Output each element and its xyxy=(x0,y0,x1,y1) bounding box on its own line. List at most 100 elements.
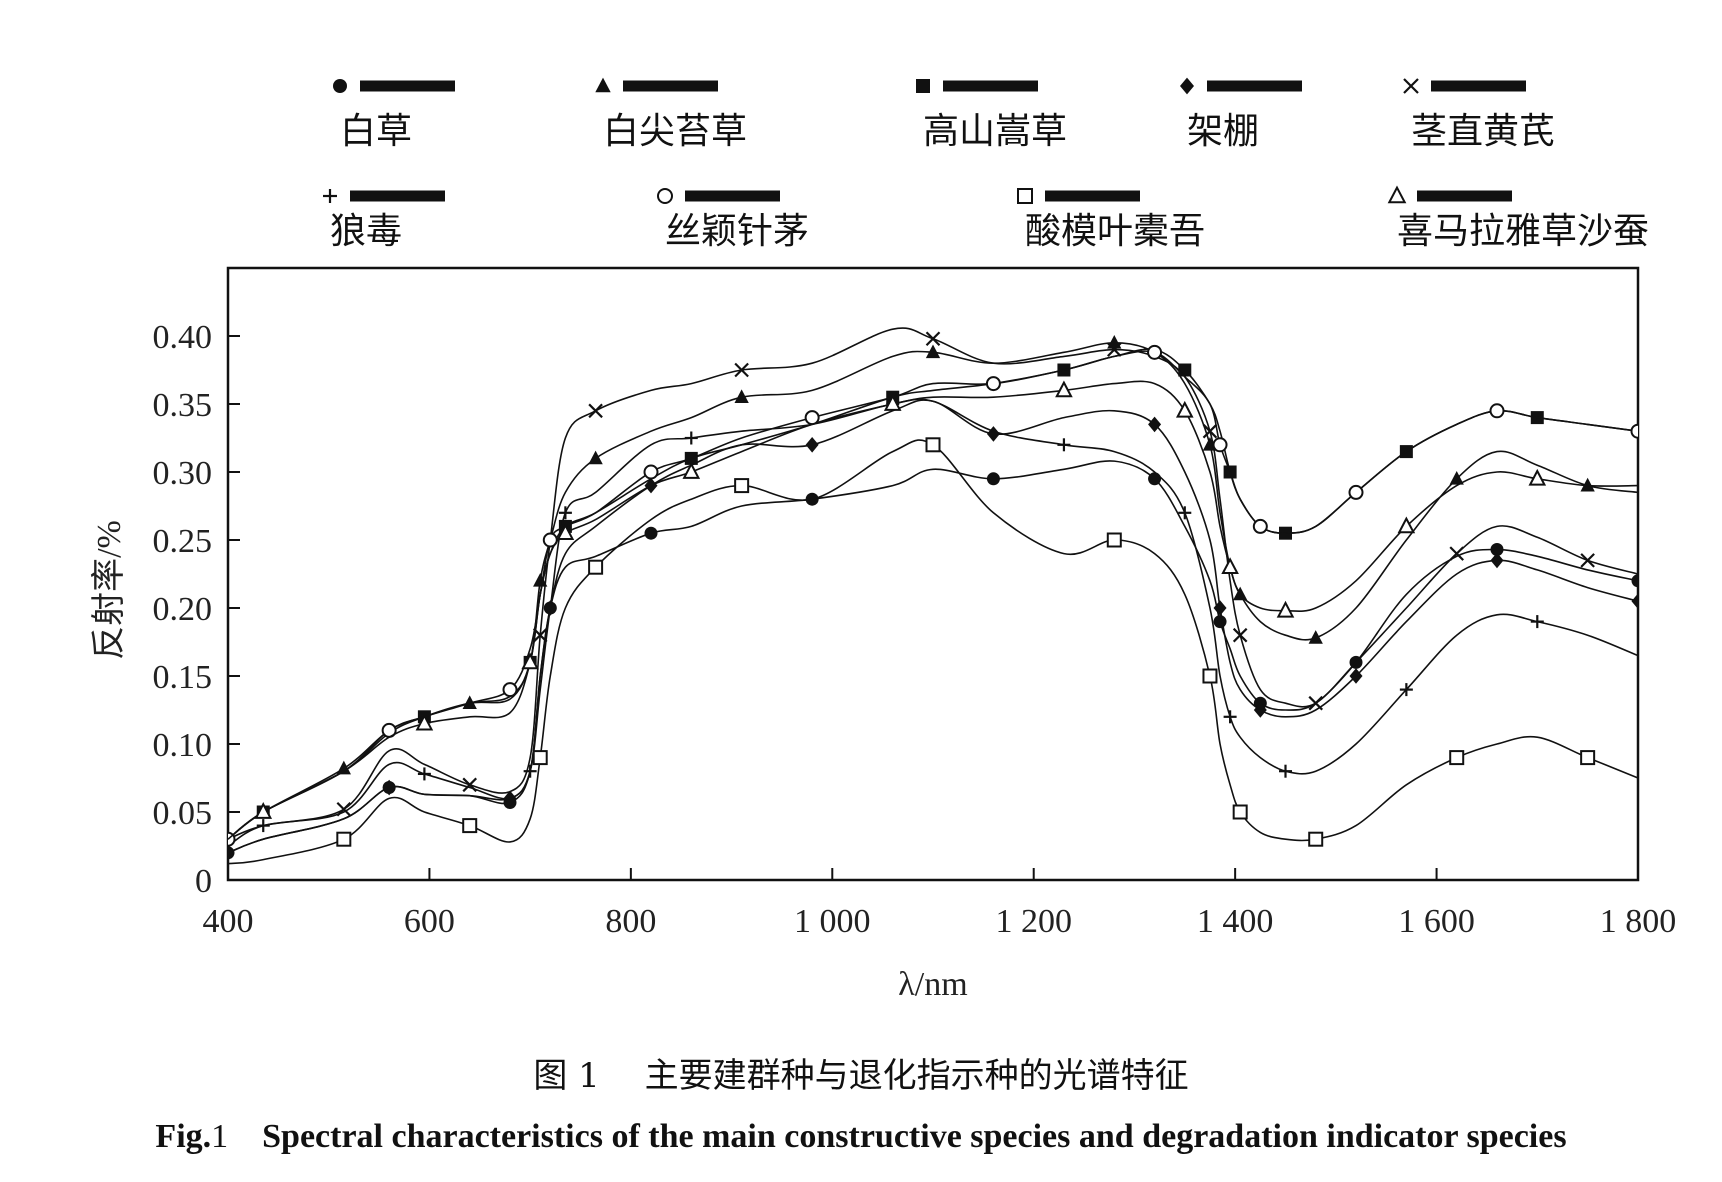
legend-label: 酸模叶橐吾 xyxy=(1025,211,1205,252)
data-point-marker xyxy=(1631,574,1638,588)
legend-item: 架棚 xyxy=(1180,77,1302,152)
data-point-marker xyxy=(1348,484,1364,500)
x-tick-label: 1 000 xyxy=(794,903,871,940)
data-point-marker xyxy=(734,389,749,404)
caption-en-text: Spectral characteristics of the main con… xyxy=(262,1118,1567,1155)
x-tick-label: 1 400 xyxy=(1197,903,1274,940)
data-point-marker xyxy=(533,573,548,587)
data-point-marker xyxy=(1055,380,1073,398)
legend-marker xyxy=(595,77,611,93)
data-point-marker xyxy=(1212,437,1228,453)
y-axis-title: 反射率/% xyxy=(90,520,128,660)
series-6 xyxy=(228,397,1638,847)
data-point-marker xyxy=(256,819,270,833)
data-point-marker xyxy=(1232,804,1248,820)
x-tick-label: 1 600 xyxy=(1398,903,1475,940)
data-point-marker xyxy=(985,376,1001,392)
data-point-marker xyxy=(1308,630,1323,644)
data-point-marker xyxy=(644,526,658,540)
data-point-marker xyxy=(1397,516,1416,534)
legend-label: 白草 xyxy=(340,111,412,152)
data-point-marker xyxy=(734,478,750,494)
data-point-marker xyxy=(588,450,603,465)
caption-en-number: 1 xyxy=(211,1118,229,1155)
data-point-marker xyxy=(1530,615,1544,629)
legend-item: 高山嵩草 xyxy=(916,79,1067,152)
figure-caption-cn: 图 1 主要建群种与退化指示种的光谱特征 xyxy=(533,1056,1189,1096)
data-point-marker xyxy=(643,464,659,480)
data-point-marker xyxy=(1528,468,1547,486)
legend-marker xyxy=(657,188,673,204)
data-point-marker xyxy=(228,845,235,861)
data-point-marker xyxy=(805,437,819,453)
legend-label: 白尖苔草 xyxy=(603,111,747,152)
data-point-marker xyxy=(1178,506,1192,520)
data-point-marker xyxy=(1631,593,1638,609)
data-point-marker xyxy=(1213,600,1227,616)
x-tick-label: 400 xyxy=(203,903,254,940)
series-line xyxy=(228,460,1638,854)
data-point-marker xyxy=(1202,668,1218,684)
plot-frame xyxy=(226,266,1640,882)
legend-item: 茎直黄芪 xyxy=(1403,78,1555,152)
legend-label: 喜马拉雅草沙蚕 xyxy=(1397,211,1649,252)
data-point-marker xyxy=(336,760,351,775)
legend-marker xyxy=(916,79,930,93)
data-point-marker xyxy=(1253,702,1267,718)
legend-marker xyxy=(1180,77,1194,95)
data-point-marker xyxy=(1057,438,1071,452)
data-point-marker xyxy=(1202,423,1218,439)
data-point-marker xyxy=(1147,344,1163,360)
data-point-marker xyxy=(883,394,902,411)
y-tick-label: 0.20 xyxy=(153,591,213,628)
data-point-marker xyxy=(558,506,572,520)
series-8 xyxy=(228,437,1638,865)
data-point-marker xyxy=(254,802,273,819)
data-point-marker xyxy=(1349,668,1363,684)
data-point-marker xyxy=(1148,416,1162,433)
data-point-marker xyxy=(1489,403,1505,419)
data-point-marker xyxy=(1308,695,1323,711)
series-3 xyxy=(228,348,1638,840)
data-point-marker xyxy=(588,559,604,575)
x-tick-label: 800 xyxy=(605,903,656,940)
series-5 xyxy=(228,327,1638,840)
data-point-marker xyxy=(532,750,548,766)
data-point-marker xyxy=(804,410,820,426)
legend-marker xyxy=(1017,188,1033,204)
y-tick-label: 0.35 xyxy=(153,387,213,424)
data-point-marker xyxy=(1308,831,1324,847)
legend-label: 高山嵩草 xyxy=(923,111,1067,152)
data-point-marker xyxy=(1106,532,1122,548)
data-point-marker xyxy=(588,403,603,419)
y-tick-label: 0.30 xyxy=(153,455,213,492)
data-point-marker xyxy=(1276,600,1295,618)
y-tick-label: 0 xyxy=(195,863,212,900)
legend-label: 架棚 xyxy=(1187,111,1259,152)
data-point-marker xyxy=(1252,518,1268,534)
legend-item: 喜马拉雅草沙蚕 xyxy=(1387,185,1649,252)
x-tick-label: 1 800 xyxy=(1600,903,1677,940)
data-point-marker xyxy=(925,344,941,359)
series-2 xyxy=(228,335,1638,840)
legend-marker xyxy=(1387,185,1407,204)
data-point-marker xyxy=(382,779,396,796)
y-tick-label: 0.05 xyxy=(153,795,213,832)
figure-caption-en: Fig.1 Spectral characteristics of the ma… xyxy=(0,1118,1722,1156)
caption-en-prefix: Fig. xyxy=(155,1118,212,1155)
legend-label: 茎直黄芪 xyxy=(1411,111,1555,152)
data-point-marker xyxy=(1107,335,1122,349)
series-line xyxy=(228,380,1638,840)
x-axis-title: λ/nm xyxy=(898,966,967,1003)
series-line xyxy=(228,399,1638,854)
x-tick-label: 1 200 xyxy=(995,903,1072,940)
data-point-marker xyxy=(986,426,1000,442)
data-point-marker xyxy=(462,695,477,710)
data-point-marker xyxy=(502,682,518,698)
data-point-marker xyxy=(1490,552,1504,569)
data-point-marker xyxy=(462,818,478,834)
data-point-marker xyxy=(523,764,537,778)
data-point-marker xyxy=(417,767,431,781)
data-point-marker xyxy=(1449,546,1464,561)
